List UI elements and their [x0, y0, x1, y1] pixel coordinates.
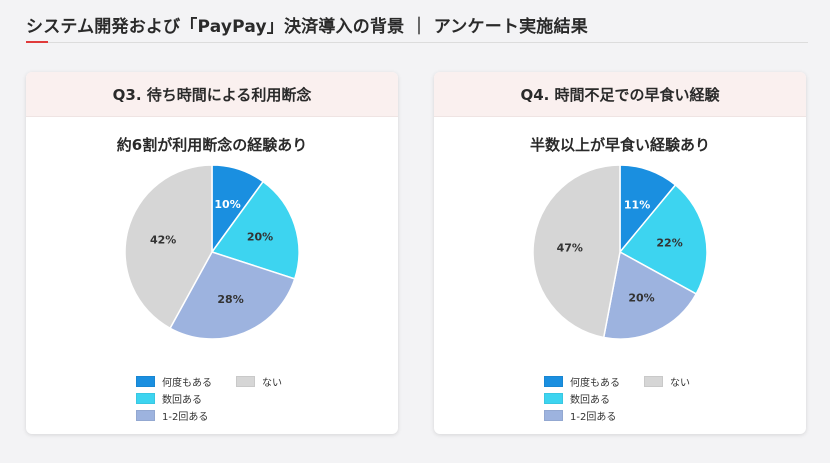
legend-swatch [644, 376, 663, 387]
legend-item: 1-2回ある [544, 408, 616, 423]
legend-label: ない [262, 378, 282, 389]
page-title: システム開発および「PayPay」決済導入の背景 ｜ アンケート実施結果 [26, 17, 588, 37]
legend-item: 数回ある [136, 391, 202, 406]
slice-label: 28% [217, 293, 243, 306]
legend-item: 何度もある [136, 374, 212, 389]
legend-item: 何度もある [544, 374, 620, 389]
pie-chart-q3: 10% 20% 28% 42% [124, 164, 300, 340]
slice-none [532, 164, 621, 339]
slice-several [210, 180, 300, 280]
pie-chart-q4: 11% 22% 20% 47% [532, 164, 708, 340]
legend-label: 数回ある [570, 395, 610, 406]
legend-item: ない [644, 374, 690, 389]
slice-one-two [602, 250, 698, 340]
chart-legend: 何度もある ない数回ある 1-2回ある [136, 374, 336, 430]
slice-several [618, 183, 708, 295]
legend-swatch [136, 410, 155, 421]
slice-label: 47% [557, 241, 583, 254]
card-title: Q4. 時間不足での早食い経験 [520, 85, 720, 104]
legend-label: 数回ある [162, 395, 202, 406]
legend-label: 1-2回ある [570, 412, 617, 423]
legend-label: 1-2回ある [162, 412, 209, 423]
header-divider [26, 42, 808, 43]
header-accent-bar [26, 41, 48, 43]
legend-swatch [136, 376, 155, 387]
chart-card-q4: Q4. 時間不足での早食い経験 半数以上が早食い経験あり 11% 22% 20% 47… [434, 72, 806, 434]
chart-subtitle: 半数以上が早食い経験あり [529, 136, 710, 154]
slice-label: 11% [624, 199, 650, 212]
legend-swatch [236, 376, 255, 387]
chart-legend: 何度もある ない数回ある 1-2回ある [544, 374, 744, 430]
card-header: Q3. 待ち時間による利用断念 [26, 72, 398, 117]
slice-one-two [169, 251, 296, 340]
legend-swatch [544, 393, 563, 404]
legend-item: ない [236, 374, 282, 389]
legend-item: 1-2回ある [136, 408, 208, 423]
slice-none [124, 164, 213, 330]
legend-item: 数回ある [544, 391, 610, 406]
chart-subtitle: 約6割が利用断念の経験あり [116, 136, 308, 154]
legend-swatch [544, 410, 563, 421]
slice-label: 20% [247, 230, 273, 243]
legend-swatch [136, 393, 155, 404]
legend-label: ない [670, 378, 690, 389]
page-header: システム開発および「PayPay」決済導入の背景 ｜ アンケート実施結果 [0, 0, 830, 46]
slice-label: 42% [150, 233, 176, 246]
card-header: Q4. 時間不足での早食い経験 [434, 72, 806, 117]
card-title: Q3. 待ち時間による利用断念 [112, 85, 312, 104]
slice-label: 20% [628, 292, 654, 305]
slice-label: 22% [656, 237, 682, 250]
legend-label: 何度もある [162, 378, 212, 389]
legend-label: 何度もある [570, 378, 620, 389]
chart-card-q3: Q3. 待ち時間による利用断念 約6割が利用断念の経験あり 10% 20% 28% 4… [26, 72, 398, 434]
legend-swatch [544, 376, 563, 387]
slice-label: 10% [214, 198, 240, 211]
